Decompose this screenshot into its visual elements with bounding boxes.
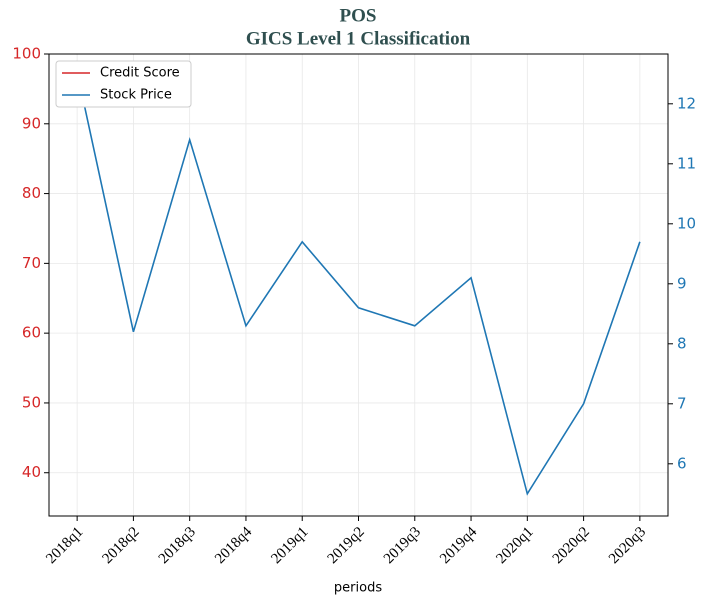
y-tick-label: 90 bbox=[22, 114, 41, 132]
y2-tick-label: 12 bbox=[677, 94, 696, 112]
chart-title: POS bbox=[340, 5, 377, 26]
legend-label: Credit Score bbox=[100, 66, 180, 81]
y2-tick-label: 10 bbox=[677, 214, 696, 232]
legend: Credit Score Stock Price bbox=[55, 60, 192, 108]
legend-label: Stock Price bbox=[100, 88, 172, 103]
y-tick-label: 70 bbox=[22, 254, 41, 272]
x-tick-label: 2018q2 bbox=[100, 524, 143, 567]
y2-tick-label: 7 bbox=[677, 394, 687, 412]
y2-tick-label: 11 bbox=[677, 154, 696, 172]
y-tick-label: 40 bbox=[22, 463, 41, 481]
x-tick-label: 2020q2 bbox=[550, 524, 593, 567]
line-series bbox=[76, 71, 641, 496]
plot-frame bbox=[48, 53, 669, 517]
x-tick-label: 2020q1 bbox=[493, 524, 536, 567]
x-tick-label: 2018q1 bbox=[43, 524, 86, 567]
y-tick-label: 80 bbox=[22, 184, 41, 202]
x-tick-label: 2018q3 bbox=[156, 524, 199, 567]
x-tick-label: 2020q3 bbox=[606, 524, 649, 567]
y2-tick-label: 6 bbox=[677, 454, 687, 472]
x-axis-label: periods bbox=[334, 581, 382, 596]
y-tick-label: 60 bbox=[22, 324, 41, 342]
y-tick-label: 50 bbox=[22, 393, 41, 411]
y-tick-label: 100 bbox=[12, 45, 41, 63]
x-tick-label: 2019q2 bbox=[325, 524, 368, 567]
x-tick-label: 2018q4 bbox=[212, 524, 255, 567]
x-tick-label: 2019q3 bbox=[381, 524, 424, 567]
y2-tick-label: 9 bbox=[677, 274, 687, 292]
x-tick-label: 2019q1 bbox=[268, 524, 311, 567]
chart-subtitle: GICS Level 1 Classification bbox=[246, 28, 471, 49]
y2-tick-label: 8 bbox=[677, 334, 687, 352]
x-tick-label: 2019q4 bbox=[437, 524, 480, 567]
